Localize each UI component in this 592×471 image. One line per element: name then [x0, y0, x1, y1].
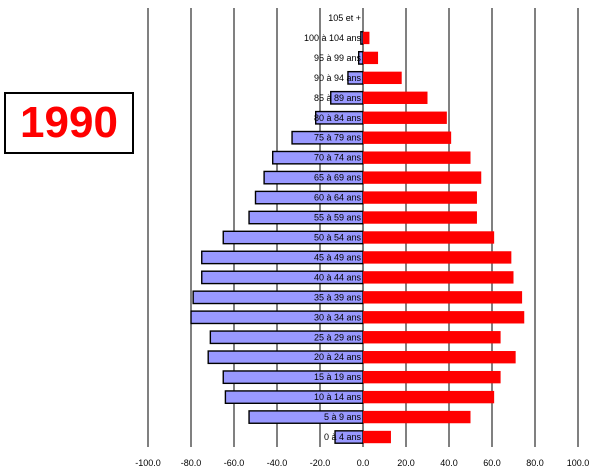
- category-label: 25 à 29 ans: [314, 332, 362, 342]
- bar-right-series-15: [363, 131, 452, 144]
- x-tick-label: 80.0: [526, 458, 544, 468]
- category-labels: 0 à 4 ans 5 à 9 ans 10 à 14 ans 15 à 19 ans…: [304, 13, 362, 442]
- x-tick-label: -20.0: [310, 458, 331, 468]
- bar-right-series-3: [363, 370, 501, 384]
- bar-right-series-8: [363, 271, 514, 284]
- category-label: 105 et +: [328, 13, 361, 23]
- bar-right-series-16: [363, 111, 447, 124]
- bar-right-series-0: [363, 430, 391, 444]
- category-label: 15 à 19 ans: [314, 372, 362, 382]
- bar-right-series-20: [363, 31, 370, 45]
- x-tick-label: 0.0: [357, 458, 370, 468]
- x-tick-label: -80.0: [181, 458, 202, 468]
- category-label: 45 à 49 ans: [314, 252, 362, 262]
- year-label: 1990: [20, 98, 118, 147]
- category-label: 85 à 89 ans: [314, 93, 362, 103]
- x-tick-label: -100.0: [135, 458, 161, 468]
- category-label: 65 à 69 ans: [314, 173, 362, 183]
- x-tick-label: -60.0: [224, 458, 245, 468]
- bar-left-series-20: [360, 31, 364, 45]
- category-label: 10 à 14 ans: [314, 392, 362, 402]
- category-label: 75 à 79 ans: [314, 133, 362, 143]
- category-label: 0 à 4 ans: [324, 432, 362, 442]
- category-label: 30 à 34 ans: [314, 312, 362, 322]
- bars: [190, 31, 525, 444]
- category-label: 80 à 84 ans: [314, 113, 362, 123]
- category-label: 50 à 54 ans: [314, 232, 362, 242]
- bar-right-series-4: [363, 351, 516, 364]
- bar-right-series-14: [363, 151, 471, 164]
- category-label: 90 à 94 ans: [314, 73, 362, 83]
- bar-right-series-13: [363, 171, 482, 184]
- bar-right-series-11: [363, 211, 477, 224]
- bar-right-series-5: [363, 331, 501, 344]
- bar-right-series-6: [363, 311, 525, 324]
- x-tick-labels: -100.0 -80.0 -60.0 -40.0 -20.0 0.0 20.0 40.0 60.…: [135, 458, 589, 468]
- category-label: 70 à 74 ans: [314, 153, 362, 163]
- x-tick-label: 40.0: [440, 458, 458, 468]
- category-label: 100 à 104 ans: [304, 33, 362, 43]
- category-label: 60 à 64 ans: [314, 193, 362, 203]
- category-label: 20 à 24 ans: [314, 352, 362, 362]
- bar-right-series-1: [363, 410, 471, 424]
- bar-right-series-18: [363, 71, 402, 85]
- bar-right-series-12: [363, 191, 477, 204]
- year-label-box: 1990: [4, 92, 134, 154]
- bar-right-series-9: [363, 251, 512, 264]
- category-label: 55 à 59 ans: [314, 213, 362, 223]
- bar-right-series-7: [363, 291, 523, 304]
- x-tick-label: 100.0: [567, 458, 590, 468]
- x-tick-label: -40.0: [267, 458, 288, 468]
- category-label: 5 à 9 ans: [324, 412, 362, 422]
- bar-right-series-2: [363, 390, 495, 404]
- bar-right-series-10: [363, 231, 495, 244]
- bar-right-series-17: [363, 91, 428, 104]
- x-tick-label: 20.0: [397, 458, 415, 468]
- x-tick-label: 60.0: [483, 458, 501, 468]
- category-label: 35 à 39 ans: [314, 292, 362, 302]
- category-label: 95 à 99 ans: [314, 53, 362, 63]
- category-label: 40 à 44 ans: [314, 272, 362, 282]
- bar-right-series-19: [363, 51, 379, 65]
